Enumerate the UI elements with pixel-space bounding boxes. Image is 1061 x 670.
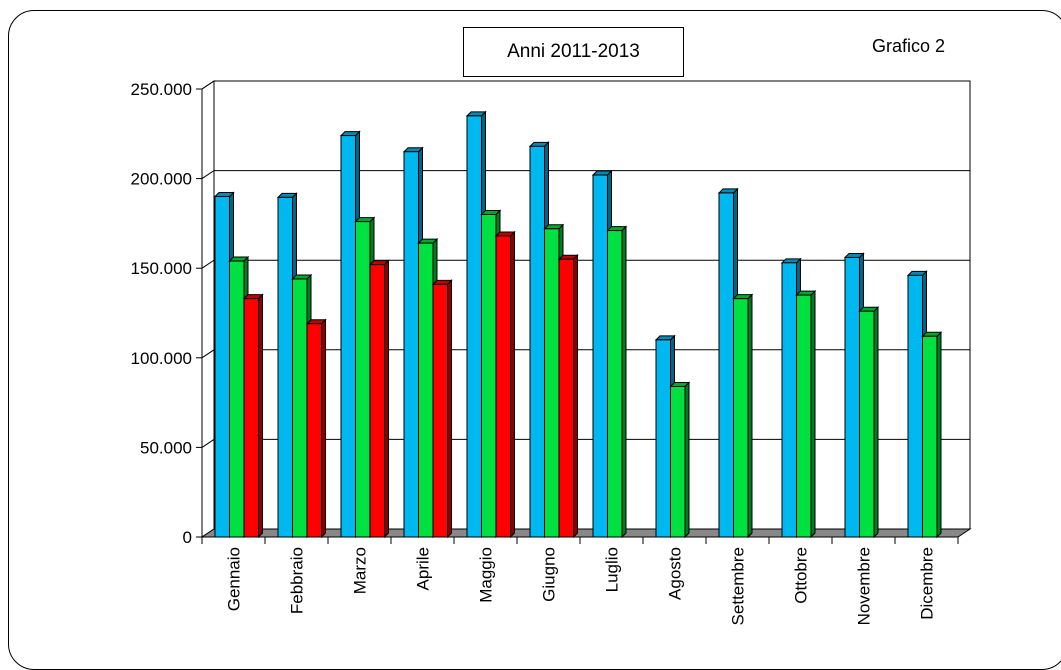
y-tick-label: 0: [183, 528, 192, 547]
y-tick-label: 250.000: [131, 80, 192, 99]
chart-title: Anni 2011-2013: [507, 41, 640, 62]
x-tick-label: Settembre: [729, 547, 748, 625]
y-tick-label: 100.000: [131, 349, 192, 368]
bar: [368, 259, 390, 539]
gridline: [201, 349, 970, 359]
bar: [557, 254, 579, 539]
bar: [305, 318, 327, 539]
bar: [732, 293, 754, 539]
bar: [494, 230, 516, 539]
y-tick-label: 200.000: [131, 170, 192, 189]
gridline: [201, 438, 970, 448]
x-tick-label: Gennaio: [225, 547, 244, 611]
bar: [606, 225, 628, 539]
x-tick-label: Agosto: [666, 547, 685, 600]
y-tick-label: 50.000: [140, 438, 192, 457]
bar: [242, 293, 264, 539]
chart-label: Grafico 2: [872, 36, 946, 56]
bar: [921, 331, 943, 539]
x-tick-label: Febbraio: [288, 547, 307, 614]
gridline: [201, 170, 970, 180]
bar: [431, 279, 453, 539]
bar: [795, 289, 817, 539]
x-tick-label: Maggio: [477, 547, 496, 603]
gridline: [201, 259, 970, 269]
x-tick-label: Dicembre: [918, 547, 937, 620]
y-tick-label: 150.000: [131, 259, 192, 278]
x-tick-label: Luglio: [603, 547, 622, 592]
chart-title-box: Anni 2011-2013: [463, 27, 684, 77]
gridline: [201, 80, 970, 90]
bar-chart: 250.000 200.000 150.000 100.000 50.000 0 Genna…: [131, 80, 972, 625]
x-tick-label: Giugno: [540, 547, 559, 602]
bar: [669, 381, 691, 539]
x-tick-label: Ottobre: [792, 547, 811, 604]
x-tick-label: Novembre: [855, 547, 874, 625]
plot-side-wall: [201, 80, 215, 538]
bar: [858, 306, 880, 539]
x-tick-label: Aprile: [414, 547, 433, 590]
x-tick-label: Marzo: [351, 547, 370, 594]
